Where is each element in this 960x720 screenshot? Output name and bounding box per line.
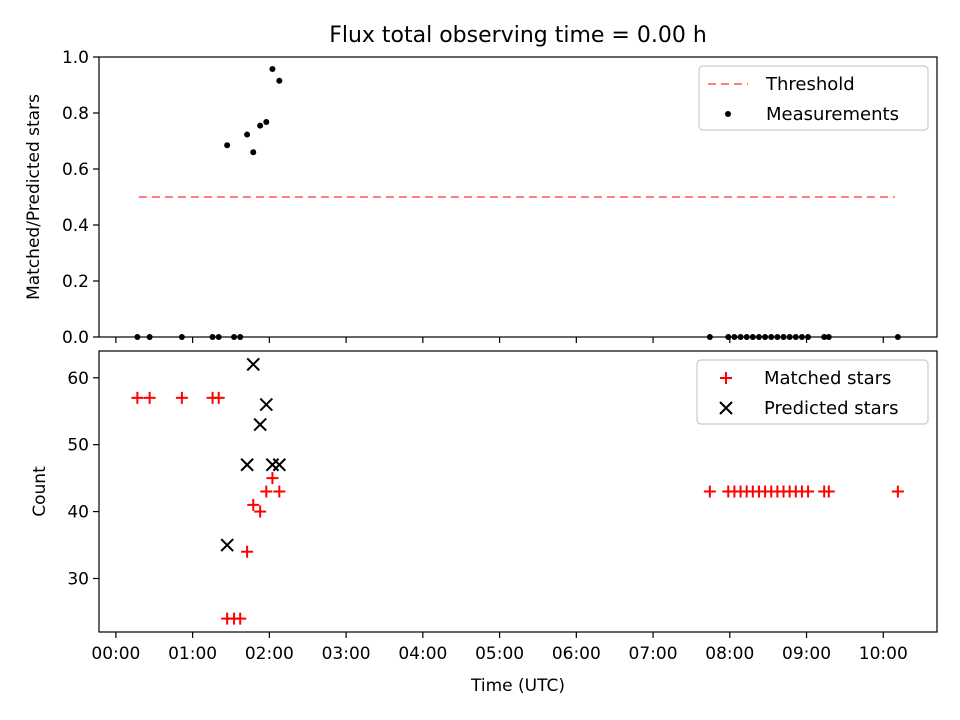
top-ytick-label: 0.2 — [62, 272, 89, 292]
bottom-xtick-label: 07:00 — [629, 644, 678, 664]
top-ytick-label: 0.6 — [62, 160, 89, 180]
matched-star-point — [266, 472, 279, 485]
measurement-point — [276, 77, 283, 84]
bottom-legend: Matched stars Predicted stars — [696, 359, 929, 425]
bottom-panel: 30 40 50 60 00:00 01:00 02:00 03:00 04:00 05:00 06… — [30, 350, 938, 696]
measurement-point — [731, 334, 738, 340]
bottom-xtick-label: 04:00 — [398, 644, 447, 664]
bottom-ytick-label: 30 — [67, 569, 89, 589]
measurement-point — [743, 334, 750, 340]
top-panel: 0.0 0.2 0.4 0.6 0.8 1.0 Matched/Predicted star… — [24, 48, 938, 348]
top-legend: Threshold Measurements — [698, 65, 929, 131]
measurement-point — [774, 334, 781, 340]
legend-label: Measurements — [766, 104, 899, 125]
matched-star-point — [131, 391, 144, 404]
measurement-point — [755, 334, 762, 340]
measurement-point — [805, 334, 812, 340]
bottom-ytick-label: 40 — [67, 503, 89, 523]
top-plot-frame — [98, 56, 938, 338]
top-ylabel: Matched/Predicted stars — [24, 94, 44, 300]
matched-star-point — [241, 545, 254, 558]
measurement-point — [269, 66, 276, 73]
legend-measurement-swatch — [725, 111, 731, 117]
predicted-star-point — [253, 417, 267, 432]
bottom-legend-box — [696, 359, 929, 425]
predicted-star-point — [265, 458, 280, 472]
measurement-point — [237, 334, 244, 340]
measurement-point — [821, 334, 828, 340]
bottom-xtick-label: 08:00 — [705, 644, 754, 664]
bottom-xtick-label: 10:00 — [859, 644, 908, 664]
top-ytick-label: 0.8 — [62, 104, 89, 124]
matched-star-point — [175, 391, 188, 404]
bottom-ytick-label: 60 — [67, 369, 89, 389]
matched-star-point — [822, 485, 835, 498]
matched-star-point — [260, 485, 273, 498]
legend-matched-swatch — [720, 372, 732, 384]
bottom-xlabel: Time (UTC) — [470, 676, 565, 696]
matched-star-point — [273, 485, 286, 498]
measurement-point — [786, 334, 793, 340]
predicted-star-point — [272, 458, 287, 472]
measurement-point — [737, 334, 744, 340]
measurement-point — [215, 334, 222, 340]
measurement-point — [244, 131, 251, 138]
measurement-point — [725, 334, 732, 340]
legend-label: Predicted stars — [764, 398, 898, 419]
bottom-xtick-label: 05:00 — [475, 644, 524, 664]
bottom-xtick-label: 03:00 — [322, 644, 371, 664]
bottom-plot-frame — [98, 350, 938, 633]
legend-label: Threshold — [765, 74, 855, 95]
matched-star-point — [247, 498, 260, 511]
predicted-star-point — [220, 538, 234, 552]
top-ytick-label: 0.4 — [62, 216, 89, 236]
predicted-star-point — [240, 458, 254, 472]
measurement-point — [146, 334, 153, 340]
top-ytick-label: 1.0 — [62, 48, 89, 68]
measurement-point — [825, 334, 832, 340]
bottom-ylabel: Count — [30, 466, 50, 517]
bottom-xtick-label: 01:00 — [168, 644, 217, 664]
matched-star-point — [254, 505, 267, 518]
measurement-point — [231, 334, 238, 340]
bottom-ytick-label: 50 — [67, 436, 89, 456]
measurement-point — [134, 334, 141, 340]
bottom-xtick-label: 09:00 — [782, 644, 831, 664]
measurement-point — [798, 334, 805, 340]
legend-predicted-swatch — [719, 401, 733, 415]
top-legend-box — [698, 65, 929, 131]
measurement-point — [250, 149, 257, 156]
measurement-point — [209, 334, 216, 340]
bottom-xtick-label: 06:00 — [552, 644, 601, 664]
top-ytick-label: 0.0 — [62, 328, 89, 348]
measurement-point — [263, 118, 270, 125]
measurement-point — [178, 334, 185, 340]
measurement-point — [780, 334, 787, 340]
matched-star-point — [234, 612, 247, 625]
measurement-point — [894, 334, 901, 340]
bottom-xtick-label: 02:00 — [245, 644, 294, 664]
measurement-point — [762, 334, 769, 340]
measurement-point — [768, 334, 775, 340]
measurement-point — [749, 334, 756, 340]
matched-star-point — [891, 485, 904, 498]
predicted-star-point — [259, 397, 274, 412]
matched-star-point — [212, 391, 225, 404]
bottom-xtick-label: 00:00 — [91, 644, 140, 664]
measurement-point — [792, 334, 799, 340]
measurement-point — [706, 334, 713, 340]
measurement-point — [224, 142, 231, 149]
measurement-point — [257, 122, 264, 129]
matched-star-point — [802, 485, 815, 498]
predicted-star-point — [246, 357, 260, 372]
chart-title: Flux total observing time = 0.00 h — [329, 23, 707, 48]
matched-star-point — [703, 485, 716, 498]
matched-star-point — [143, 391, 156, 404]
legend-label: Matched stars — [764, 368, 891, 389]
